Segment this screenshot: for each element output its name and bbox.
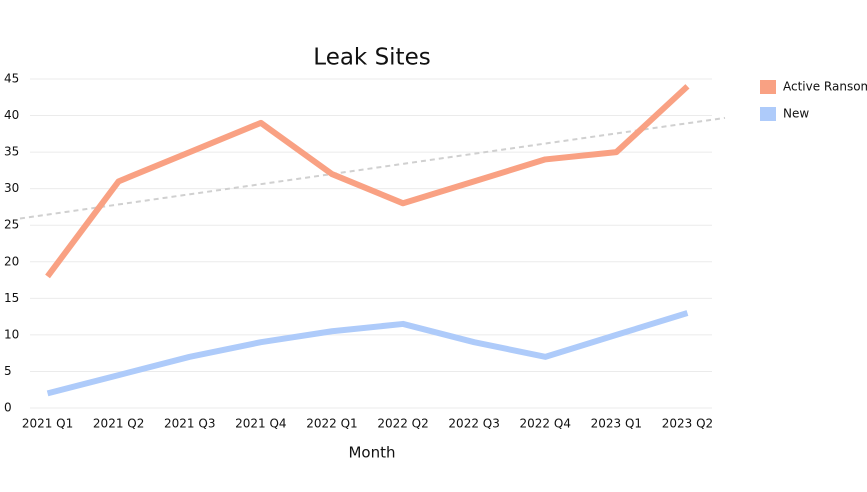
y-tick-label: 15 (4, 291, 19, 305)
y-tick-label: 30 (4, 181, 19, 195)
x-tick-label: 2023 Q1 (591, 417, 642, 431)
x-tick-label: 2022 Q2 (377, 417, 428, 431)
x-tick-label: 2021 Q1 (22, 417, 73, 431)
x-tick-label: 2022 Q3 (448, 417, 499, 431)
x-tick-label: 2022 Q4 (520, 417, 571, 431)
legend-label: New (783, 107, 809, 121)
y-tick-label: 40 (4, 108, 19, 122)
y-tick-label: 45 (4, 72, 19, 86)
trendline (19, 116, 726, 220)
series-line (46, 310, 689, 397)
y-tick-label: 5 (4, 364, 12, 378)
legend-swatch (760, 107, 776, 121)
x-tick-label: 2021 Q4 (235, 417, 286, 431)
x-tick-label: 2021 Q2 (93, 417, 144, 431)
y-tick-label: 0 (4, 401, 12, 415)
x-tick-label: 2021 Q3 (164, 417, 215, 431)
legend-label: Active Ransom (783, 80, 867, 94)
y-tick-label: 10 (4, 327, 19, 341)
y-tick-label: 20 (4, 254, 19, 268)
y-tick-label: 25 (4, 218, 19, 232)
x-axis-title: Month (348, 444, 395, 462)
x-tick-label: 2023 Q2 (662, 417, 713, 431)
y-tick-label: 35 (4, 145, 19, 159)
chart-title: Leak Sites (313, 45, 430, 71)
legend-swatch (760, 80, 776, 94)
series-line (45, 84, 690, 279)
x-tick-label: 2022 Q1 (306, 417, 357, 431)
